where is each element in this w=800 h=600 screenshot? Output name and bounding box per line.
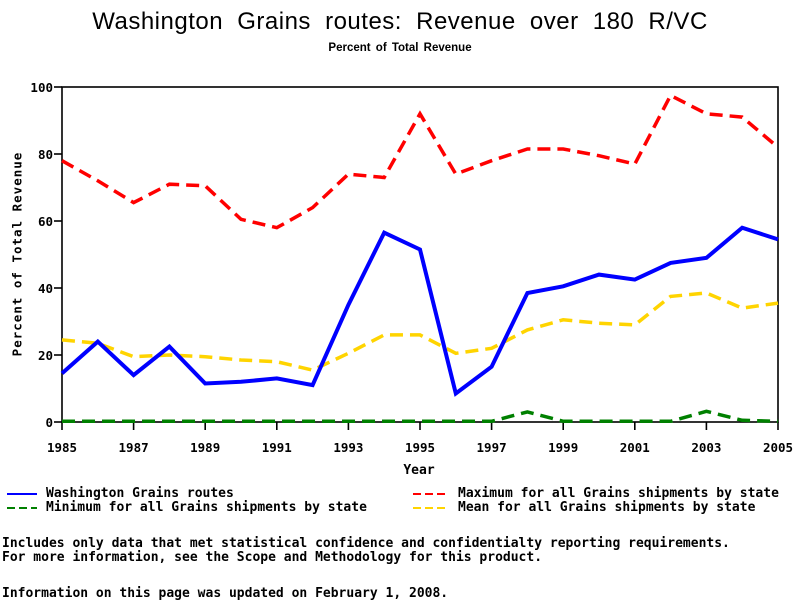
legend-label: Minimum for all Grains shipments by stat… [46, 500, 367, 515]
legend-swatch-green-dashed-line [7, 506, 37, 509]
y-tick-label: 60 [37, 213, 53, 229]
legend-label: Mean for all Grains shipments by state [458, 500, 756, 515]
legend-item-mean: Mean for all Grains shipments by state [412, 500, 756, 515]
legend-item-washington-grains-routes: Washington Grains routes [6, 486, 234, 501]
y-tick-label: 100 [30, 79, 53, 95]
series-line-1 [61, 93, 780, 230]
y-tick-label: 0 [45, 414, 53, 430]
legend-swatch-red-dashed-line [413, 492, 449, 495]
legend-label: Washington Grains routes [46, 486, 234, 501]
series-line-0 [60, 225, 779, 397]
chart-title: Washington Grains routes: Revenue over 1… [92, 8, 708, 35]
x-axis-title: Year [403, 463, 435, 478]
y-tick-label: 40 [37, 280, 53, 296]
x-tick-label: 1999 [548, 440, 579, 455]
series-line-3 [61, 291, 779, 372]
x-tick-label: 1989 [190, 440, 221, 455]
x-tick-label: 2005 [762, 440, 794, 455]
x-tick-label: 1991 [261, 440, 292, 455]
y-tick-label: 20 [37, 347, 53, 363]
chart-subtitle: Percent of Total Revenue [328, 42, 472, 54]
legend-item-minimum: Minimum for all Grains shipments by stat… [6, 500, 367, 515]
series-line-2 [62, 409, 779, 424]
x-tick-label: 1997 [476, 440, 507, 455]
footnote-line-1: Includes only data that met statistical … [2, 536, 730, 551]
x-tick-label: 1995 [404, 440, 436, 455]
legend-item-maximum: Maximum for all Grains shipments by stat… [412, 486, 779, 501]
y-axis-title: Percent of Total Revenue [9, 151, 25, 357]
updated-date-note: Information on this page was updated on … [2, 586, 449, 600]
x-tick-label: 2001 [619, 440, 650, 455]
x-tick-label: 1987 [118, 440, 149, 455]
y-tick-label: 80 [37, 146, 53, 162]
legend-label: Maximum for all Grains shipments by stat… [458, 486, 779, 501]
legend-swatch-blue-solid-line [7, 492, 37, 495]
x-tick-label: 1993 [333, 440, 364, 455]
x-tick-label: 1985 [46, 440, 78, 455]
x-tick-label: 2003 [691, 440, 722, 455]
footnote-line-2: For more information, see the Scope and … [2, 550, 543, 565]
legend-swatch-yellow-dashed-line [413, 506, 449, 509]
